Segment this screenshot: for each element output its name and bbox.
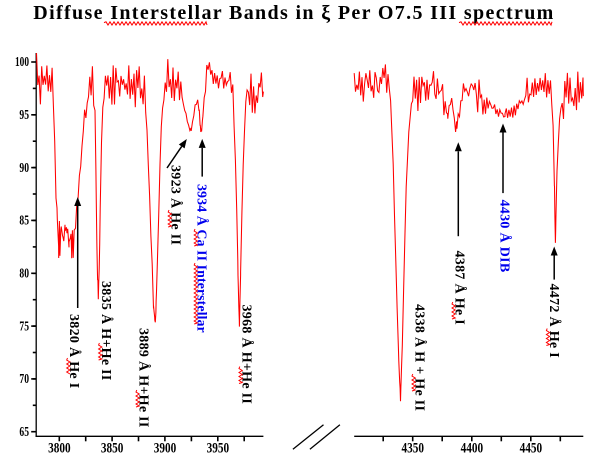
svg-text:4350: 4350 xyxy=(402,441,425,457)
svg-text:3950: 3950 xyxy=(207,441,230,457)
svg-text:100: 100 xyxy=(15,54,29,69)
svg-text:4430 Å DIB: 4430 Å DIB xyxy=(497,200,513,273)
svg-text:3923 Å He II: 3923 Å He II xyxy=(168,165,184,245)
svg-text:65: 65 xyxy=(19,424,29,439)
svg-text:3800: 3800 xyxy=(48,441,71,457)
svg-text:3900: 3900 xyxy=(154,441,177,457)
svg-text:4400: 4400 xyxy=(461,441,484,457)
svg-text:95: 95 xyxy=(19,107,29,122)
svg-text:70: 70 xyxy=(19,371,29,386)
svg-text:75: 75 xyxy=(19,318,29,333)
svg-text:Diffuse Interstellar Bands in: Diffuse Interstellar Bands in ξ Per O7.5… xyxy=(33,2,554,24)
svg-text:85: 85 xyxy=(19,213,29,228)
svg-text:80: 80 xyxy=(19,266,29,281)
svg-text:4450: 4450 xyxy=(520,441,543,457)
svg-text:3968 Å H+He II: 3968 Å H+He II xyxy=(239,305,255,405)
svg-text:4387 Å He I: 4387 Å He I xyxy=(452,251,468,325)
svg-text:3835 Å H+He II: 3835 Å H+He II xyxy=(98,281,114,381)
svg-text:90: 90 xyxy=(19,160,29,175)
svg-text:4472 Å He I: 4472 Å He I xyxy=(546,284,562,358)
svg-text:4338 Å H + He II: 4338 Å H + He II xyxy=(412,304,428,411)
svg-text:3850: 3850 xyxy=(101,441,124,457)
svg-text:3820 Å He I: 3820 Å He I xyxy=(66,314,82,388)
svg-text:3889 Å H+He II: 3889 Å H+He II xyxy=(136,328,152,428)
svg-text:3934 Å Ca II Interstellar: 3934 Å Ca II Interstellar xyxy=(194,184,210,333)
